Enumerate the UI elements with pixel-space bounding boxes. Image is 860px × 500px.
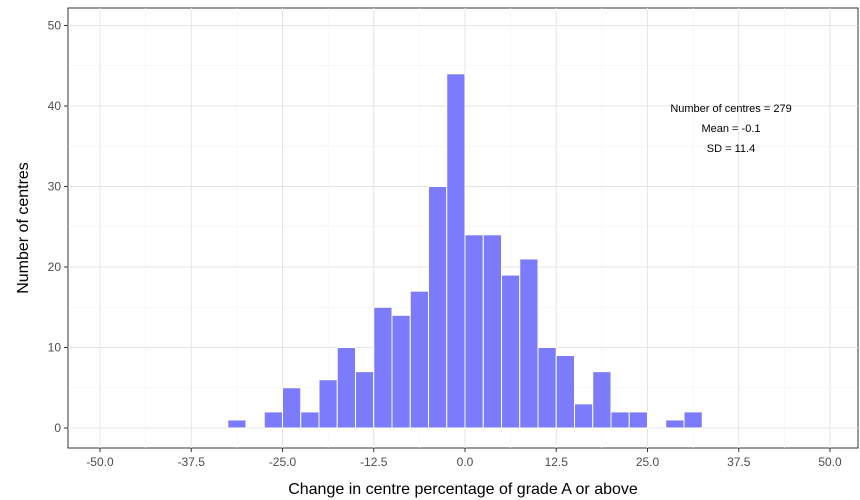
bar [227,419,247,429]
y-tick-label: 0 [54,421,61,435]
y-tick-label: 50 [48,19,62,33]
bar [355,371,375,429]
y-tick-label: 20 [48,260,62,274]
bar [683,411,703,429]
bar [336,347,356,429]
x-tick-label: -25.0 [269,455,297,469]
bars [227,73,703,429]
y-tick-label: 30 [48,180,62,194]
bar [282,387,302,429]
bar [610,411,630,429]
x-tick-label: 25.0 [636,455,660,469]
y-tick-label: 40 [48,99,62,113]
y-axis-ticks: 0 10 20 30 40 50 [48,19,68,435]
x-tick-label: -37.5 [178,455,206,469]
bar [263,411,283,429]
annotation-count: Number of centres = 279 [670,103,791,115]
bar [501,274,521,429]
x-axis-ticks: -50.0 -37.5 -25.0 -12.5 0.0 12.5 25.0 37.5 50.0 [86,448,842,469]
bar [482,234,502,429]
bar [318,379,338,429]
x-axis-title: Change in centre percentage of grade A o… [288,481,638,498]
bar [373,306,393,429]
stats-annotation: Number of centres = 279 Mean = -0.1 SD =… [670,103,791,155]
annotation-sd: SD = 11.4 [707,143,755,155]
bar [555,355,575,429]
x-tick-label: 50.0 [818,455,842,469]
bar [391,314,411,429]
x-tick-label: 12.5 [545,455,569,469]
x-tick-label: -12.5 [360,455,388,469]
bar [592,371,612,429]
x-tick-label: -50.0 [86,455,114,469]
bar [537,347,557,429]
y-tick-label: 10 [48,341,62,355]
bar [446,73,466,429]
bar [665,419,685,429]
x-tick-label: 0.0 [457,455,474,469]
bar [464,234,484,429]
bar [519,258,539,429]
bar [628,411,648,429]
bar [428,186,448,429]
x-tick-label: 37.5 [727,455,751,469]
bar [574,403,594,429]
bar [409,290,429,429]
annotation-mean: Mean = -0.1 [701,123,760,135]
bar [300,411,320,429]
y-axis-title: Number of centres [15,162,32,294]
